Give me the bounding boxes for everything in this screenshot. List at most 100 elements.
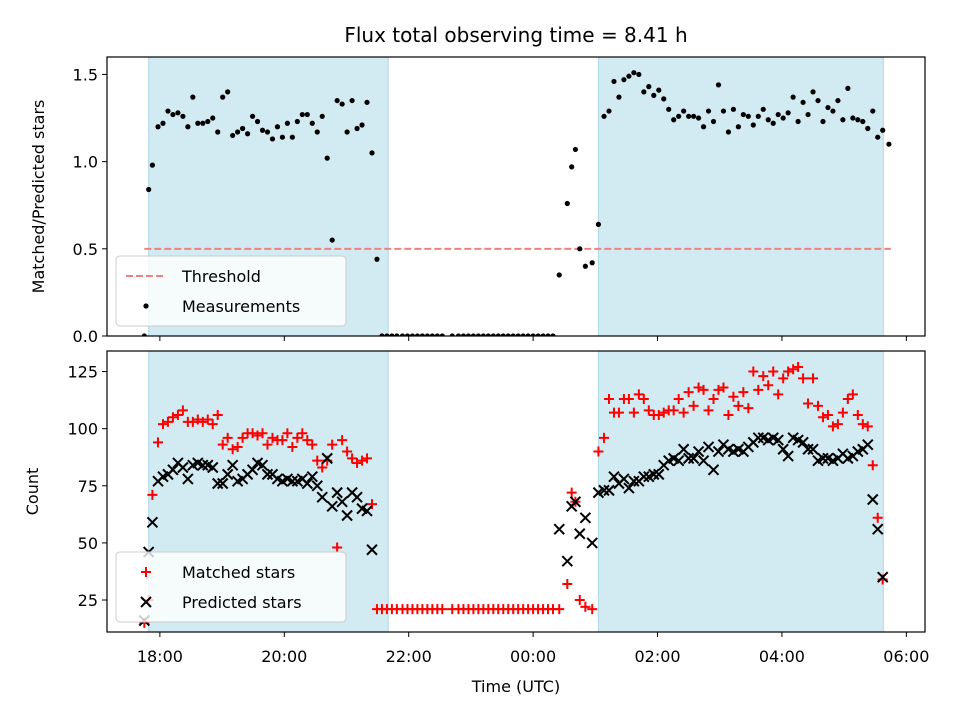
matched-star-point <box>693 382 704 393</box>
matched-star-point <box>793 361 804 372</box>
measurement-point <box>384 333 390 336</box>
matched-star-point <box>862 421 873 432</box>
measurement-point <box>550 333 556 336</box>
measurement-point <box>875 134 881 140</box>
measurement-point <box>577 246 583 252</box>
matched-star-point <box>297 428 308 439</box>
matched-star-point <box>683 387 694 398</box>
measurement-point <box>249 113 256 119</box>
measurement-point <box>564 200 570 207</box>
predicted-star-point <box>692 445 705 458</box>
legend-box <box>115 255 347 327</box>
predicted-star-point <box>782 450 794 462</box>
measurement-point <box>364 99 370 105</box>
matched-star-point <box>147 489 158 500</box>
measurement-point <box>525 333 531 336</box>
predicted-star-point <box>579 512 592 524</box>
matched-star-point <box>852 409 863 420</box>
matched-star-point <box>562 579 573 590</box>
count-panel: 25 50 75 100 125 18:00 20:00 22:00 00:00 02:00 04:… <box>23 350 929 666</box>
measurement-point <box>556 272 562 278</box>
x-tick-label: 02:00 <box>634 647 680 666</box>
matched-star-point <box>267 432 278 443</box>
matched-star-point <box>813 400 824 411</box>
measurement-point <box>601 113 607 119</box>
predicted-star-point <box>876 571 889 583</box>
predicted-star-point <box>638 470 650 483</box>
x-tick-label: 20:00 <box>261 647 307 666</box>
predicted-star-point <box>256 459 269 471</box>
matched-star-point <box>202 414 213 425</box>
matched-star-point <box>352 457 363 468</box>
measurement-point <box>485 333 491 336</box>
measurement-point <box>495 333 501 336</box>
measurement-point <box>800 99 806 105</box>
matched-star-point <box>362 453 373 464</box>
measurement-point <box>785 110 791 116</box>
measurement-point <box>840 117 846 123</box>
matched-star-point <box>247 428 258 439</box>
measurement-point <box>855 117 861 123</box>
measurement-point <box>730 106 737 112</box>
chart-title: Flux total observing time = 8.41 h <box>344 23 687 47</box>
measurement-point <box>572 146 579 153</box>
matched-star-point <box>827 421 838 432</box>
measurement-point <box>490 333 496 336</box>
measurement-point <box>165 108 171 114</box>
series-predicted-stars <box>138 432 889 662</box>
measurement-point <box>190 94 196 100</box>
predicted-star-point <box>608 470 620 483</box>
measurement-point <box>631 70 637 76</box>
series-matched-stars <box>139 361 888 628</box>
matched-star-point <box>763 380 774 391</box>
predicted-star-point <box>687 452 700 465</box>
matched-star-point <box>723 409 734 420</box>
matched-star-point <box>327 439 338 450</box>
measurement-point <box>284 120 290 126</box>
measurement-point <box>810 89 816 95</box>
predicted-star-point <box>862 438 874 451</box>
legend: Matched stars Predicted stars <box>115 551 347 623</box>
matched-star-point <box>599 432 610 443</box>
series-measurements <box>141 70 892 336</box>
matched-star-point <box>733 400 744 411</box>
measurement-point <box>304 111 310 118</box>
measurement-point <box>324 155 330 161</box>
measurement-point <box>651 92 657 98</box>
measurement-point <box>715 82 722 88</box>
matched-star-point <box>227 444 238 455</box>
measurement-point <box>389 333 395 336</box>
matched-star-point <box>643 405 654 416</box>
matched-star-point <box>867 460 878 471</box>
measurement-point <box>886 141 892 147</box>
matched-star-point <box>857 419 868 430</box>
measurement-point <box>220 94 226 100</box>
predicted-star-point <box>653 468 665 481</box>
predicted-star-point <box>326 500 338 513</box>
matched-star-point <box>574 595 585 606</box>
measurement-point <box>530 333 536 336</box>
measurement-point <box>870 108 876 114</box>
measurement-point <box>374 256 380 262</box>
measurement-point <box>880 127 886 133</box>
matched-star-point <box>580 601 591 612</box>
measurement-point <box>429 333 435 336</box>
predicted-star-point <box>618 473 630 485</box>
measurement-point <box>676 113 682 119</box>
measurement-point <box>160 120 166 126</box>
measurement-point <box>636 71 642 78</box>
x-tick-label: 04:00 <box>759 647 805 666</box>
measurement-point <box>215 129 221 135</box>
matched-star-point <box>673 393 684 404</box>
matched-star-point <box>743 403 754 414</box>
predicted-star-point <box>372 652 382 662</box>
predicted-star-point <box>306 470 318 483</box>
y-tick-label: 1.0 <box>73 153 98 172</box>
measurement-point <box>259 127 266 133</box>
measurement-point <box>314 129 320 135</box>
measurement-point <box>449 333 455 336</box>
measurement-point <box>760 106 766 112</box>
predicted-star-point <box>261 468 274 481</box>
observing-window-shade <box>598 351 884 632</box>
